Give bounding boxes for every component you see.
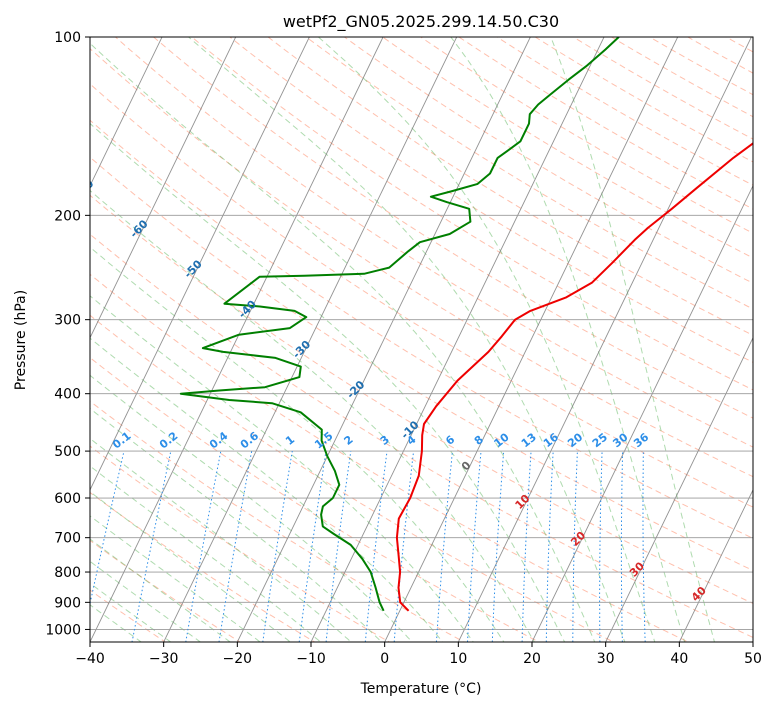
x-tick-label: −40 (75, 651, 105, 667)
moist-adiabat-line (90, 246, 505, 642)
mixing-ratio-line (491, 451, 505, 642)
x-axis-label: Temperature (°C) (360, 681, 482, 697)
dry-adiabat-line (90, 491, 316, 642)
mixing-ratio-line (185, 451, 222, 642)
isotherm-line (90, 37, 237, 339)
y-axis-label: Pressure (hPa) (13, 290, 29, 390)
mixing-ratio-line (545, 451, 554, 642)
chart-title: wetPf2_GN05.2025.299.14.50.C30 (283, 12, 559, 32)
moist-adiabat-line (90, 295, 474, 642)
isotherm-line (605, 336, 753, 642)
x-tick-label: −20 (223, 651, 253, 667)
dry-adiabat-line (90, 83, 753, 508)
data-layer (179, 37, 753, 612)
y-tick-label: 700 (54, 531, 81, 547)
moist-adiabat-line (90, 491, 292, 642)
mixing-ratio-line (620, 451, 624, 642)
dry-adiabat-line (229, 37, 753, 363)
x-tick-label: 20 (523, 651, 541, 667)
x-tick-label: 50 (744, 651, 762, 667)
x-tick-label: −30 (149, 651, 179, 667)
moist-adiabat-line (188, 37, 626, 642)
moist-adiabat-line (90, 465, 322, 642)
moist-adiabat-line (90, 437, 352, 642)
plot-frame (89, 36, 754, 643)
temperature-profile-line (395, 142, 753, 612)
isotherm-line (90, 37, 384, 642)
dry-adiabat-line (90, 445, 391, 642)
isotherm-line (457, 37, 752, 642)
moist-adiabat-line (90, 515, 261, 642)
mixing-ratio-line (262, 451, 293, 642)
isotherm-line (163, 37, 458, 642)
mixing-ratio-line (364, 451, 388, 642)
y-tick-label: 100 (54, 30, 81, 46)
mixing-ratio-line (466, 451, 482, 642)
isotherm-line (310, 37, 605, 642)
y-tick-label: 500 (54, 444, 81, 460)
background-grid (90, 37, 753, 642)
mixing-ratio-line (218, 451, 253, 642)
y-tick-label: 1000 (45, 622, 81, 638)
mixing-ratio-line (325, 451, 352, 642)
dewpoint-profile-line (179, 37, 620, 612)
dry-adiabat-line (90, 156, 753, 571)
moist-adiabat-line (90, 538, 232, 642)
isotherm-line (236, 37, 531, 642)
mixing-ratio-line (298, 451, 327, 642)
x-tick-label: −10 (296, 651, 326, 667)
dry-adiabat-line (90, 233, 753, 639)
y-tick-label: 600 (54, 491, 81, 507)
dry-adiabat-line (152, 37, 753, 419)
mixing-ratio-line (131, 451, 172, 642)
x-tick-label: 0 (380, 651, 389, 667)
moist-adiabat-line (90, 560, 202, 642)
dry-adiabat-line (90, 273, 690, 642)
isotherm-line (531, 184, 753, 642)
dry-adiabat-line (90, 314, 615, 642)
x-tick-label: 10 (449, 651, 467, 667)
x-tick-label: 40 (670, 651, 688, 667)
y-tick-label: 900 (54, 595, 81, 611)
isotherm-label: -70 (73, 177, 96, 200)
y-tick-label: 300 (54, 313, 81, 329)
dry-adiabat-line (90, 119, 753, 539)
isotherm-line (90, 37, 310, 491)
mixing-ratio-line (642, 451, 646, 642)
mixing-ratio-line (599, 451, 603, 642)
isotherm-line (678, 488, 753, 642)
mixing-ratio-line (572, 451, 578, 642)
axis-ticks: −40 −30 −20 −10 0 10 20 30 40 50 1000 900 800 700 600 5… (45, 30, 762, 667)
moist-adiabat-line (90, 407, 383, 642)
y-tick-label: 800 (54, 565, 81, 581)
moist-adiabat-line (90, 582, 172, 642)
x-tick-label: 30 (597, 651, 615, 667)
moist-adiabat-line (90, 604, 143, 642)
dry-adiabat-line (114, 37, 753, 448)
y-tick-label: 200 (54, 208, 81, 224)
y-tick-label: 400 (54, 387, 81, 403)
dry-adiabat-line (90, 357, 540, 642)
isotherm-line (384, 37, 679, 642)
mixing-ratio-line (435, 451, 453, 642)
moist-adiabat-line (90, 122, 566, 642)
dry-adiabat-line (267, 37, 753, 336)
mixing-ratio-line (393, 451, 415, 642)
isotherm-line (90, 37, 163, 187)
mixing-ratio-line (521, 451, 532, 642)
